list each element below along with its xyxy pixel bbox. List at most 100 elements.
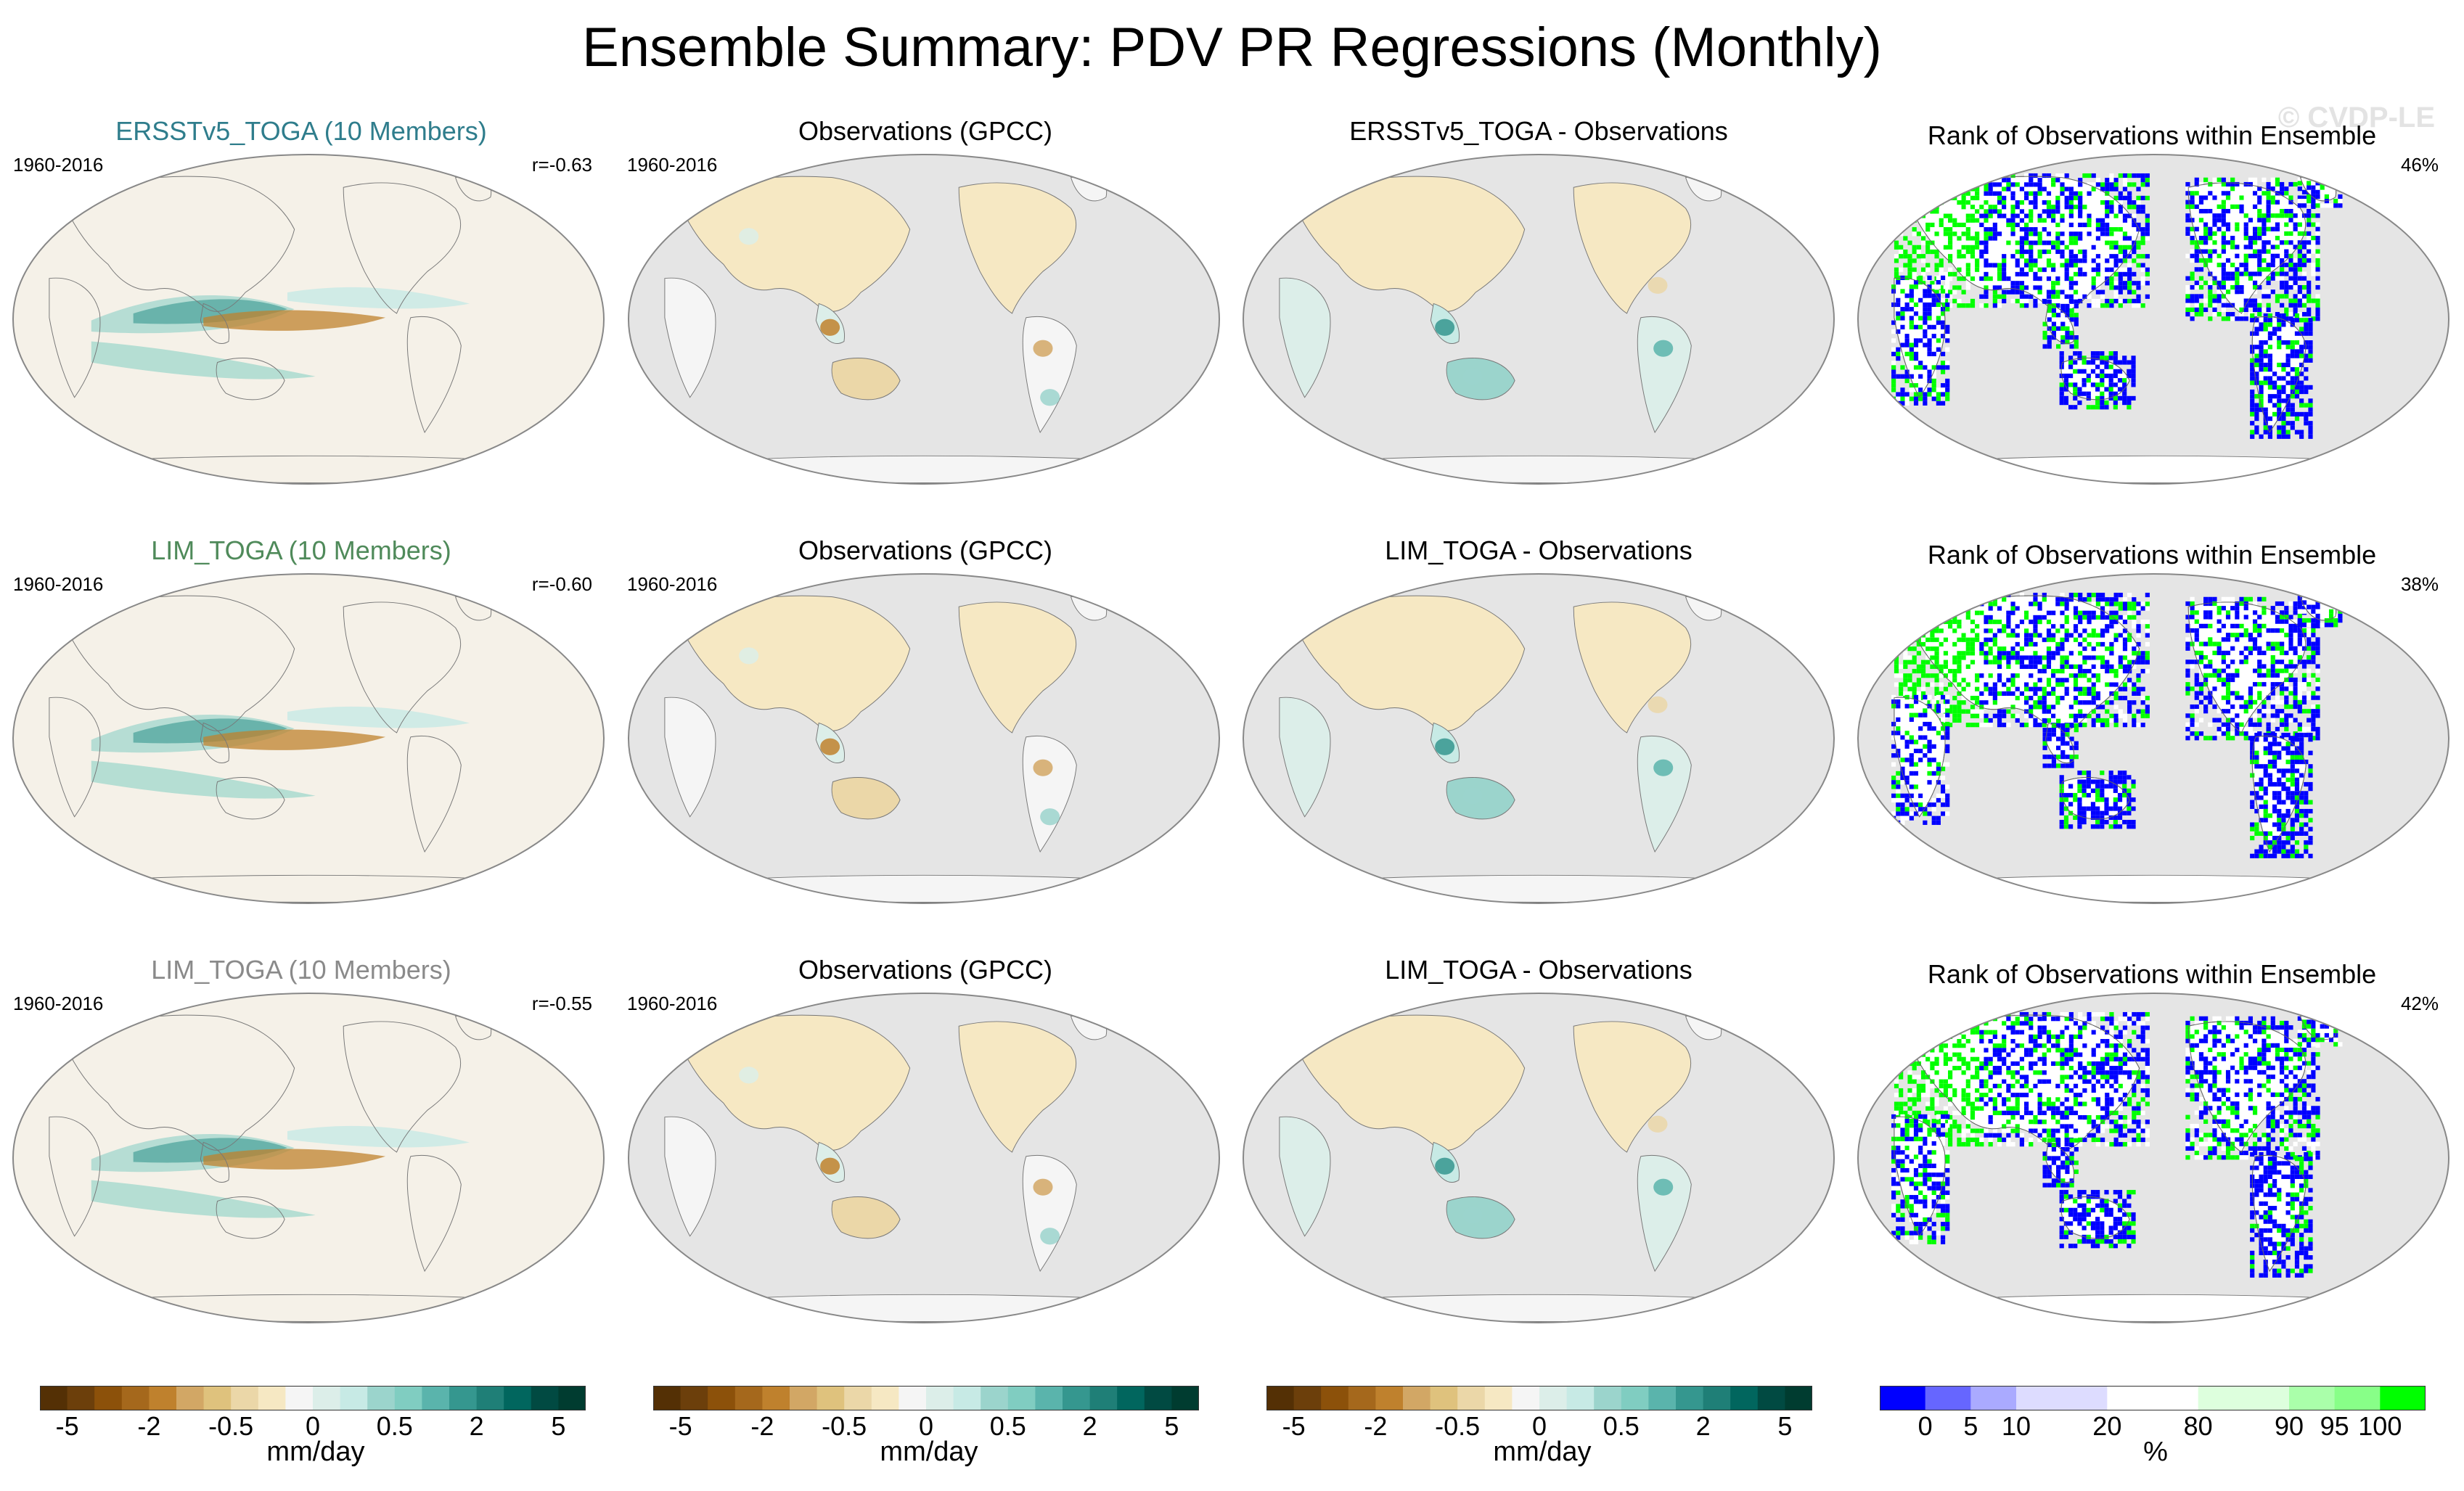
precip-colorbar-1-swatch-7 [231,1386,259,1410]
rank-colorbar-ticks-1: 5 [1963,1411,1978,1441]
precip-colorbar-3 [1266,1386,1812,1410]
rank-colorbar-swatch-2 [1970,1386,2017,1410]
precip-colorbar-1-ticks-2: -0.5 [208,1411,254,1441]
precip-colorbar-3-swatch-15 [1676,1386,1704,1410]
precip-colorbar-3-swatch-19 [1785,1386,1812,1410]
precip-colorbar-1-swatch-4 [149,1386,177,1410]
precip-colorbar-1-swatch-13 [394,1386,422,1410]
precip-colorbar-1-ticks-6: 5 [551,1411,566,1441]
precip-colorbar-2-swatch-5 [790,1386,818,1410]
row1-rank-percent: 46% [2400,154,2439,176]
precip-colorbar-1-swatch-3 [121,1386,150,1410]
precip-colorbar-2-swatch-3 [734,1386,763,1410]
precip-colorbar-1-swatch-0 [40,1386,68,1410]
precip-colorbar-2-swatch-14 [1035,1386,1063,1410]
rank-colorbar-ticks-6: 95 [2320,1411,2349,1441]
precip-colorbar-1-ticks: -5 -2 -0.5 0 0.5 2 5 [40,1411,586,1447]
precip-colorbar-2-ticks-6: 5 [1164,1411,1179,1441]
row1-obs-map [628,154,1220,485]
row3-obs-map [628,993,1220,1323]
row3-rank-percent: 42% [2400,993,2439,1014]
row3-ensemble-corr: r=-0.55 [531,993,592,1014]
precip-colorbar-1-ticks-3: 0 [305,1411,321,1441]
rank-colorbar-ticks-4: 80 [2183,1411,2213,1441]
precip-colorbar-2-ticks-3: 0 [918,1411,934,1441]
row2-diff-title: LIM_TOGA - Observations [1385,535,1693,565]
row3-ensemble-map [12,993,605,1323]
rank-colorbar-ticks-5: 90 [2274,1411,2304,1441]
precip-colorbar-2-ticks-4: 0.5 [989,1411,1026,1441]
row1-obs-period: 1960-2016 [627,154,718,176]
precip-colorbar-3-unit: mm/day [1493,1437,1592,1467]
precip-colorbar-2-swatch-15 [1063,1386,1091,1410]
rank-colorbar-ticks-3: 20 [2092,1411,2122,1441]
precip-colorbar-3-swatch-9 [1512,1386,1540,1410]
row1-rank-title: Rank of Observations within Ensemble [1927,120,2377,150]
rank-colorbar-swatch-9 [2289,1386,2336,1410]
rank-colorbar-swatch-10 [2334,1386,2381,1410]
precip-colorbar-2-unit: mm/day [880,1437,978,1467]
rank-colorbar-ticks-0: 0 [1917,1411,1933,1441]
precip-colorbar-3-swatch-3 [1348,1386,1376,1410]
row2-diff-map [1243,573,1835,904]
precip-colorbar-2-ticks-0: -5 [668,1411,692,1441]
rank-colorbar-ticks-7: 100 [2358,1411,2402,1441]
rank-colorbar-unit: % [2143,1437,2168,1467]
row3-diff-title: LIM_TOGA - Observations [1385,955,1693,985]
precip-colorbar-3-swatch-0 [1266,1386,1295,1410]
row2-ensemble-title: LIM_TOGA (10 Members) [151,535,451,565]
precip-colorbar-3-swatch-6 [1430,1386,1458,1410]
precip-colorbar-3-ticks-3: 0 [1531,1411,1547,1441]
precip-colorbar-3-ticks: -5 -2 -0.5 0 0.5 2 5 [1266,1411,1812,1447]
precip-colorbar-3-ticks-4: 0.5 [1603,1411,1640,1441]
row1-ensemble-corr: r=-0.63 [531,154,592,176]
precip-colorbar-2-swatch-8 [871,1386,899,1410]
precip-colorbar-1-swatch-6 [203,1386,232,1410]
precip-colorbar-2-swatch-18 [1144,1386,1172,1410]
rank-colorbar-ticks: 0 5 10 20 80 90 95 100 [1880,1411,2426,1447]
precip-colorbar-3-swatch-17 [1730,1386,1759,1410]
rank-colorbar-swatch-4 [2061,1386,2108,1410]
rank-colorbar-swatch-11 [2380,1386,2426,1410]
precip-colorbar-1-ticks-5: 2 [469,1411,484,1441]
precip-colorbar-3-swatch-5 [1403,1386,1431,1410]
row3-rank-map [1857,993,2449,1323]
precip-colorbar-3-swatch-10 [1539,1386,1568,1410]
row2-rank-map [1857,573,2449,904]
precip-colorbar-2-ticks-2: -0.5 [822,1411,867,1441]
precip-colorbar-2-swatch-11 [953,1386,981,1410]
precip-colorbar-1-swatch-12 [367,1386,396,1410]
row1-ensemble-map [12,154,605,485]
row2-obs-period: 1960-2016 [627,573,718,595]
precip-colorbar-3-swatch-4 [1375,1386,1404,1410]
precip-colorbar-2-swatch-9 [899,1386,927,1410]
rank-colorbar-swatch-6 [2153,1386,2199,1410]
rank-colorbar [1880,1386,2426,1410]
precip-colorbar-3-swatch-12 [1594,1386,1622,1410]
precip-colorbar-2 [653,1386,1199,1410]
precip-colorbar-3-swatch-18 [1757,1386,1785,1410]
precip-colorbar-1-swatch-14 [422,1386,450,1410]
row3-obs-title: Observations (GPCC) [798,955,1053,985]
precip-colorbar-1-unit: mm/day [266,1437,365,1467]
precip-colorbar-1-swatch-19 [558,1386,586,1410]
precip-colorbar-1-swatch-17 [504,1386,532,1410]
precip-colorbar-1-swatch-18 [531,1386,559,1410]
watermark: © CVDP-LE [2277,102,2435,134]
precip-colorbar-2-swatch-17 [1117,1386,1145,1410]
precip-colorbar-3-swatch-8 [1484,1386,1513,1410]
row2-rank-title: Rank of Observations within Ensemble [1927,540,2377,570]
precip-colorbar-3-swatch-7 [1457,1386,1486,1410]
row1-rank-map [1857,154,2449,485]
precip-colorbar-2-ticks-1: -2 [750,1411,774,1441]
precip-colorbar-3-swatch-16 [1703,1386,1731,1410]
rank-colorbar-swatch-7 [2198,1386,2244,1410]
precip-colorbar-2-swatch-16 [1089,1386,1118,1410]
precip-colorbar-2-swatch-4 [762,1386,790,1410]
precip-colorbar-1-ticks-1: -2 [137,1411,161,1441]
precip-colorbar-1-swatch-10 [313,1386,341,1410]
row3-diff-map [1243,993,1835,1323]
precip-colorbar-2-swatch-0 [653,1386,682,1410]
precip-colorbar-2-swatch-2 [708,1386,736,1410]
rank-colorbar-swatch-3 [2016,1386,2063,1410]
